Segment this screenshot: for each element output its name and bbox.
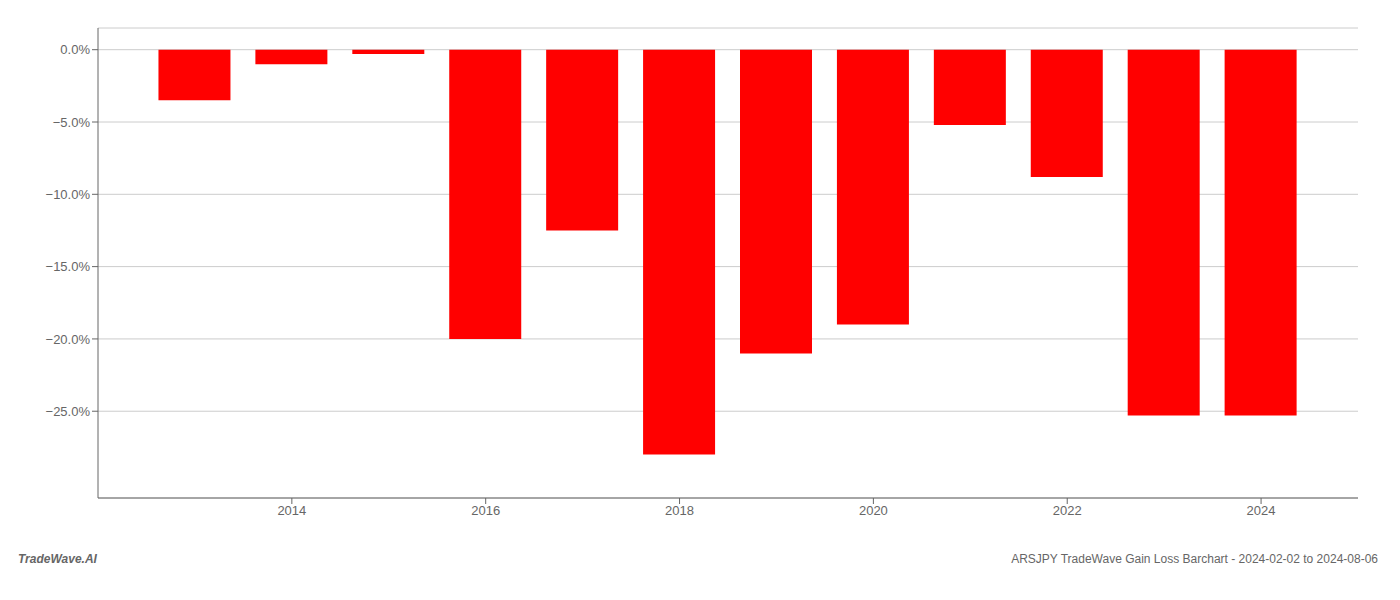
svg-text:2016: 2016	[471, 503, 500, 518]
svg-text:−20.0%: −20.0%	[46, 332, 91, 347]
svg-text:−10.0%: −10.0%	[46, 187, 91, 202]
svg-text:2020: 2020	[859, 503, 888, 518]
svg-text:2022: 2022	[1053, 503, 1082, 518]
svg-text:2014: 2014	[277, 503, 306, 518]
svg-text:−25.0%: −25.0%	[46, 404, 91, 419]
svg-text:−15.0%: −15.0%	[46, 259, 91, 274]
html-text:ARSJPY TradeWave Gain Loss Bar: ARSJPY TradeWave Gain Loss Barchart - 20…	[1011, 552, 1378, 566]
html-text:TradeWave.AI: TradeWave.AI	[18, 552, 97, 566]
svg-text:2018: 2018	[665, 503, 694, 518]
svg-text:−5.0%: −5.0%	[53, 115, 91, 130]
svg-text:0.0%: 0.0%	[60, 42, 90, 57]
svg-text:2024: 2024	[1247, 503, 1276, 518]
